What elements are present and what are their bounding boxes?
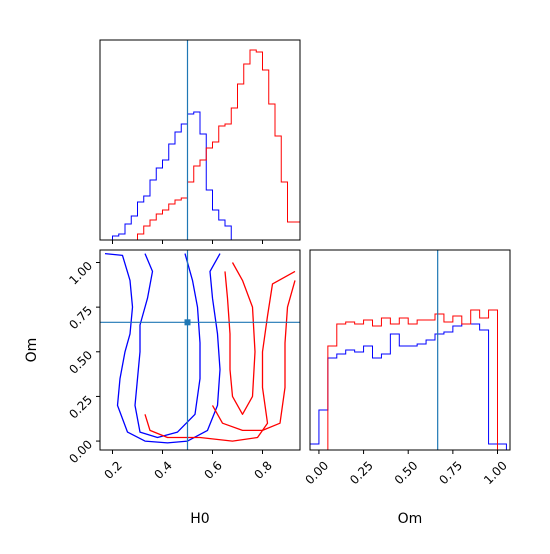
hist-om-series-2 (310, 309, 507, 451)
contour-series-2-level-3 (224, 262, 256, 415)
contour-x-tick-label-1: 0.4 (151, 458, 174, 481)
frame-hist-h0 (99, 39, 301, 241)
hist-om-x-ticks: 0.00 0.25 0.50 0.75 1.00 (302, 450, 510, 487)
contour-y-tick-label-2: 0.50 (66, 348, 95, 377)
panel-hist-Om: 0.00 0.25 0.50 0.75 1.00 (302, 249, 511, 487)
panel-hist-H0 (99, 39, 301, 244)
hist-h0-series-1 (100, 111, 300, 241)
hist-h0-ticks (112, 240, 263, 244)
contour-series-1-level-2 (134, 253, 201, 439)
truth-marker (184, 319, 191, 326)
contour-y-tick-label-3: 0.75 (66, 303, 95, 332)
frame-contour (99, 249, 301, 451)
hist-om-series (309, 309, 507, 451)
hist-om-tick-label-1: 0.25 (347, 458, 376, 487)
x-axis-label-h0: H0 (190, 511, 209, 527)
contour-y-tick-label-1: 0.25 (66, 393, 95, 422)
hist-om-tick-label-3: 0.75 (436, 458, 465, 487)
y-axis-label-om: Om (24, 338, 40, 363)
contour-x-ticks: 0.2 0.4 0.6 0.8 (101, 450, 275, 482)
contour-y-tick-label-4: 1.00 (66, 259, 95, 288)
hist-om-tick-label-4: 1.00 (481, 458, 510, 487)
contour-series-1-level-1 (104, 252, 221, 444)
x-axis-label-om: Om (398, 511, 423, 527)
frame-hist-om (309, 249, 511, 451)
contour-y-tick-label-0: 0.00 (66, 437, 95, 466)
hist-om-tick-label-0: 0.00 (302, 458, 331, 487)
contour-series (104, 252, 296, 444)
hist-om-tick-label-2: 0.50 (392, 458, 421, 487)
hist-h0-series (100, 49, 301, 241)
hist-h0-series-2 (100, 49, 301, 241)
panel-contour-H0-Om: 0.2 0.4 0.6 0.8 0.00 0.25 0.50 0.75 1.00 (66, 249, 301, 482)
contour-x-tick-label-3: 0.8 (251, 458, 274, 481)
contour-x-tick-label-0: 0.2 (101, 458, 124, 481)
contour-series-2-level-1 (144, 270, 296, 442)
contour-y-ticks: 0.00 0.25 0.50 0.75 1.00 (66, 259, 100, 466)
contour-x-tick-label-2: 0.6 (201, 458, 224, 481)
contour-series-2-level-2 (211, 280, 296, 432)
hist-om-series-1 (309, 323, 507, 450)
